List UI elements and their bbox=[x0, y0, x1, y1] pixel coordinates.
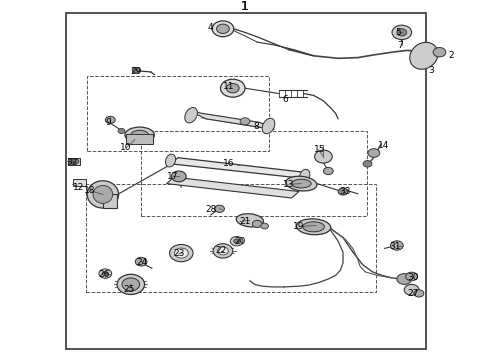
Bar bbox=[86, 184, 376, 292]
Ellipse shape bbox=[93, 185, 113, 203]
Circle shape bbox=[392, 25, 412, 40]
Ellipse shape bbox=[131, 130, 148, 140]
Ellipse shape bbox=[166, 154, 175, 167]
Circle shape bbox=[217, 24, 229, 33]
Circle shape bbox=[105, 116, 115, 123]
Text: 12: 12 bbox=[73, 183, 84, 192]
Ellipse shape bbox=[410, 42, 438, 69]
Circle shape bbox=[118, 129, 125, 134]
Text: 31: 31 bbox=[390, 242, 401, 251]
Circle shape bbox=[215, 205, 224, 212]
Bar bbox=[73, 179, 86, 186]
Ellipse shape bbox=[303, 222, 324, 232]
Circle shape bbox=[338, 188, 348, 195]
Text: 18: 18 bbox=[84, 186, 96, 195]
Circle shape bbox=[397, 29, 407, 36]
Circle shape bbox=[252, 220, 262, 228]
Circle shape bbox=[391, 241, 403, 250]
Text: 7: 7 bbox=[397, 40, 403, 49]
Text: 13: 13 bbox=[283, 180, 294, 189]
Text: 33: 33 bbox=[340, 187, 351, 196]
Ellipse shape bbox=[125, 127, 154, 143]
Circle shape bbox=[213, 244, 233, 258]
Circle shape bbox=[414, 290, 424, 297]
Text: 2: 2 bbox=[448, 51, 454, 60]
Circle shape bbox=[117, 274, 145, 294]
Circle shape bbox=[68, 159, 74, 163]
Bar bbox=[103, 194, 117, 208]
Text: 20: 20 bbox=[234, 237, 245, 246]
Ellipse shape bbox=[300, 169, 310, 182]
Ellipse shape bbox=[262, 118, 275, 134]
Polygon shape bbox=[191, 112, 274, 130]
Circle shape bbox=[212, 21, 234, 37]
Bar bbox=[68, 158, 80, 165]
Ellipse shape bbox=[292, 179, 311, 188]
Circle shape bbox=[315, 150, 332, 163]
Circle shape bbox=[135, 257, 147, 266]
Bar bbox=[87, 76, 269, 151]
Text: 8: 8 bbox=[254, 122, 260, 131]
Text: 21: 21 bbox=[239, 217, 250, 226]
Circle shape bbox=[234, 239, 240, 243]
Text: 16: 16 bbox=[223, 158, 234, 167]
Circle shape bbox=[368, 149, 380, 157]
Circle shape bbox=[406, 272, 417, 281]
Circle shape bbox=[220, 79, 245, 97]
Circle shape bbox=[99, 269, 112, 278]
Text: 1: 1 bbox=[241, 0, 249, 13]
Text: 17: 17 bbox=[167, 172, 178, 181]
Text: 19: 19 bbox=[293, 222, 304, 231]
Ellipse shape bbox=[296, 219, 331, 235]
Text: 9: 9 bbox=[105, 118, 111, 127]
Ellipse shape bbox=[185, 108, 197, 123]
Text: 11: 11 bbox=[223, 82, 234, 91]
Circle shape bbox=[261, 223, 269, 229]
Text: 15: 15 bbox=[314, 145, 325, 154]
Bar bbox=[66, 13, 426, 349]
Bar bbox=[126, 134, 153, 144]
Text: 25: 25 bbox=[123, 285, 135, 294]
Text: 3: 3 bbox=[429, 66, 435, 75]
Text: 29: 29 bbox=[131, 68, 142, 77]
Text: 23: 23 bbox=[173, 249, 184, 258]
Text: 32: 32 bbox=[67, 158, 78, 167]
Circle shape bbox=[240, 118, 250, 125]
Polygon shape bbox=[167, 177, 299, 198]
Circle shape bbox=[397, 274, 412, 284]
Circle shape bbox=[323, 167, 333, 175]
Bar bbox=[141, 131, 367, 216]
Circle shape bbox=[404, 284, 419, 295]
Text: 30: 30 bbox=[408, 274, 419, 282]
Circle shape bbox=[102, 271, 108, 276]
Text: 22: 22 bbox=[216, 246, 227, 256]
Circle shape bbox=[172, 171, 186, 182]
Text: 5: 5 bbox=[395, 28, 401, 37]
Text: 14: 14 bbox=[378, 140, 390, 150]
Circle shape bbox=[170, 244, 193, 262]
Ellipse shape bbox=[286, 176, 317, 191]
Circle shape bbox=[363, 161, 372, 167]
Text: 6: 6 bbox=[282, 94, 288, 104]
Circle shape bbox=[433, 48, 446, 57]
Circle shape bbox=[132, 67, 140, 73]
Ellipse shape bbox=[87, 181, 119, 208]
Circle shape bbox=[122, 278, 140, 291]
Text: 27: 27 bbox=[408, 289, 419, 298]
Circle shape bbox=[218, 247, 228, 255]
Text: 10: 10 bbox=[120, 143, 131, 152]
Polygon shape bbox=[171, 158, 309, 178]
Circle shape bbox=[226, 84, 239, 93]
Circle shape bbox=[230, 237, 243, 246]
Circle shape bbox=[174, 248, 188, 258]
Text: 28: 28 bbox=[205, 205, 217, 214]
Text: 24: 24 bbox=[136, 258, 147, 266]
Text: 1: 1 bbox=[241, 0, 249, 13]
Text: 26: 26 bbox=[98, 270, 109, 279]
Circle shape bbox=[73, 159, 79, 163]
Ellipse shape bbox=[236, 214, 264, 227]
Text: 4: 4 bbox=[208, 22, 213, 31]
